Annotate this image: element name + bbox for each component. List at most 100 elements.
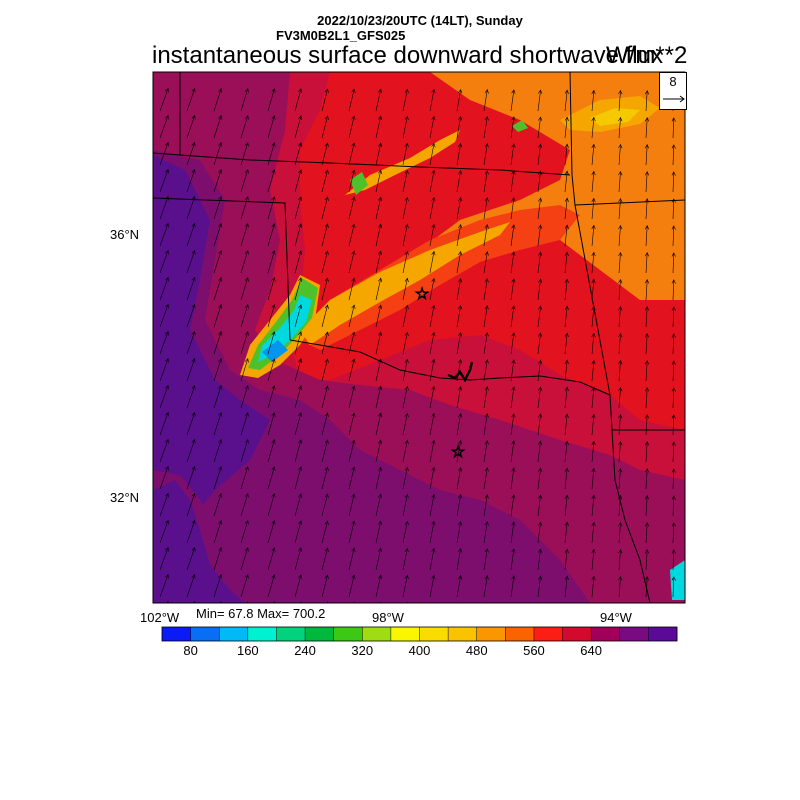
wind-vector-head xyxy=(671,171,676,176)
wind-vector-head xyxy=(511,467,516,472)
wind-vector-head xyxy=(218,546,223,552)
wind-vector-head xyxy=(484,251,489,256)
wind-vector-head xyxy=(378,547,383,553)
wind-vector xyxy=(510,521,515,544)
wind-vector-head xyxy=(164,357,169,363)
wind-vector xyxy=(618,576,621,598)
wind-vector-head xyxy=(218,276,223,282)
wind-vector-head xyxy=(191,519,196,525)
wind-vector-head xyxy=(538,494,543,499)
wind-vector xyxy=(618,117,621,139)
wind-vector-head xyxy=(191,141,196,147)
wind-vector xyxy=(592,603,594,624)
wind-vector-head xyxy=(351,466,356,472)
wind-vector xyxy=(429,89,435,112)
wind-vector xyxy=(456,116,461,139)
colorbar-swatch xyxy=(247,627,277,641)
wind-vector-head xyxy=(351,277,356,283)
wind-vector-head xyxy=(538,386,543,391)
wind-vector xyxy=(213,277,222,301)
wind-vector xyxy=(267,412,275,436)
wind-vector xyxy=(402,224,408,247)
wind-vector-head xyxy=(378,466,383,472)
wind-vector-head xyxy=(511,386,516,391)
wind-vector xyxy=(402,359,408,382)
wind-vector xyxy=(618,414,621,436)
wind-vector xyxy=(672,360,675,382)
wind-vector-head xyxy=(351,331,356,337)
wind-vector-head xyxy=(671,549,676,554)
wind-vector-head xyxy=(244,439,249,444)
wind-vector-head xyxy=(644,198,650,203)
wind-vector xyxy=(294,223,302,247)
wind-vector-head xyxy=(378,88,383,94)
colorbar xyxy=(161,626,678,642)
wind-vector-head xyxy=(644,414,650,419)
wind-vector-head xyxy=(271,331,276,336)
wind-vector xyxy=(672,576,675,598)
wind-vector xyxy=(321,466,328,490)
wind-vector xyxy=(294,277,302,301)
wind-vector xyxy=(267,304,275,328)
reference-vector-label: 8 xyxy=(669,74,677,89)
wind-vector xyxy=(375,305,382,328)
wind-vector-head xyxy=(218,87,223,93)
wind-vector-head xyxy=(538,251,543,256)
wind-vector xyxy=(591,90,595,112)
wind-vector-head xyxy=(538,197,543,202)
wind-vector xyxy=(267,547,275,571)
wind-vector xyxy=(537,144,541,166)
wind-vector-head xyxy=(324,520,329,525)
wind-vector xyxy=(429,170,435,193)
wind-vector xyxy=(510,305,515,328)
wind-vector xyxy=(618,279,621,301)
wind-vector-head xyxy=(618,332,623,338)
wind-vector xyxy=(483,305,488,328)
wind-vector xyxy=(672,522,675,544)
wind-vector-head xyxy=(564,170,569,176)
wind-vector xyxy=(402,332,408,355)
wind-vector xyxy=(564,549,568,571)
wind-vector-head xyxy=(244,358,249,363)
wind-vector-head xyxy=(191,492,196,498)
wind-vector-head xyxy=(458,169,463,175)
wind-vector xyxy=(538,603,541,624)
wind-vector xyxy=(267,439,275,463)
wind-vector-head xyxy=(458,358,463,364)
wind-vector xyxy=(456,332,461,355)
wind-vector xyxy=(267,331,275,355)
wind-vector-head xyxy=(404,196,409,202)
wind-vector xyxy=(537,198,541,220)
wind-vector xyxy=(591,387,595,409)
wind-vector xyxy=(348,413,355,436)
wind-vector xyxy=(267,250,275,274)
wind-vector-head xyxy=(351,115,356,121)
wind-vector-head xyxy=(484,197,489,202)
wind-vector-head xyxy=(404,547,409,553)
wind-vector-head xyxy=(378,385,383,391)
wind-vector xyxy=(672,198,675,220)
wind-vector-head xyxy=(244,331,249,336)
wind-vector-head xyxy=(672,604,676,608)
wind-vector-head xyxy=(591,440,596,446)
wind-vector-head xyxy=(618,197,623,203)
wind-vector xyxy=(240,169,249,193)
wind-vector xyxy=(321,493,328,517)
wind-vector-head xyxy=(164,303,169,309)
wind-vector-head xyxy=(511,359,516,364)
wind-vector-head xyxy=(244,142,249,147)
wind-vector-head xyxy=(244,223,249,228)
wind-vector xyxy=(673,604,674,624)
wind-vector-head xyxy=(298,331,303,336)
wind-vector-head xyxy=(671,279,676,284)
wind-vector xyxy=(456,197,461,220)
wind-vector-head xyxy=(484,143,489,148)
wind-vector xyxy=(186,196,195,220)
wind-vector-head xyxy=(298,88,303,93)
wind-vector-head xyxy=(378,574,383,580)
wind-vector-head xyxy=(564,494,569,500)
wind-vector xyxy=(564,225,568,247)
wind-vector-head xyxy=(644,522,650,527)
wind-vector xyxy=(537,279,541,301)
wind-vector xyxy=(672,468,675,490)
